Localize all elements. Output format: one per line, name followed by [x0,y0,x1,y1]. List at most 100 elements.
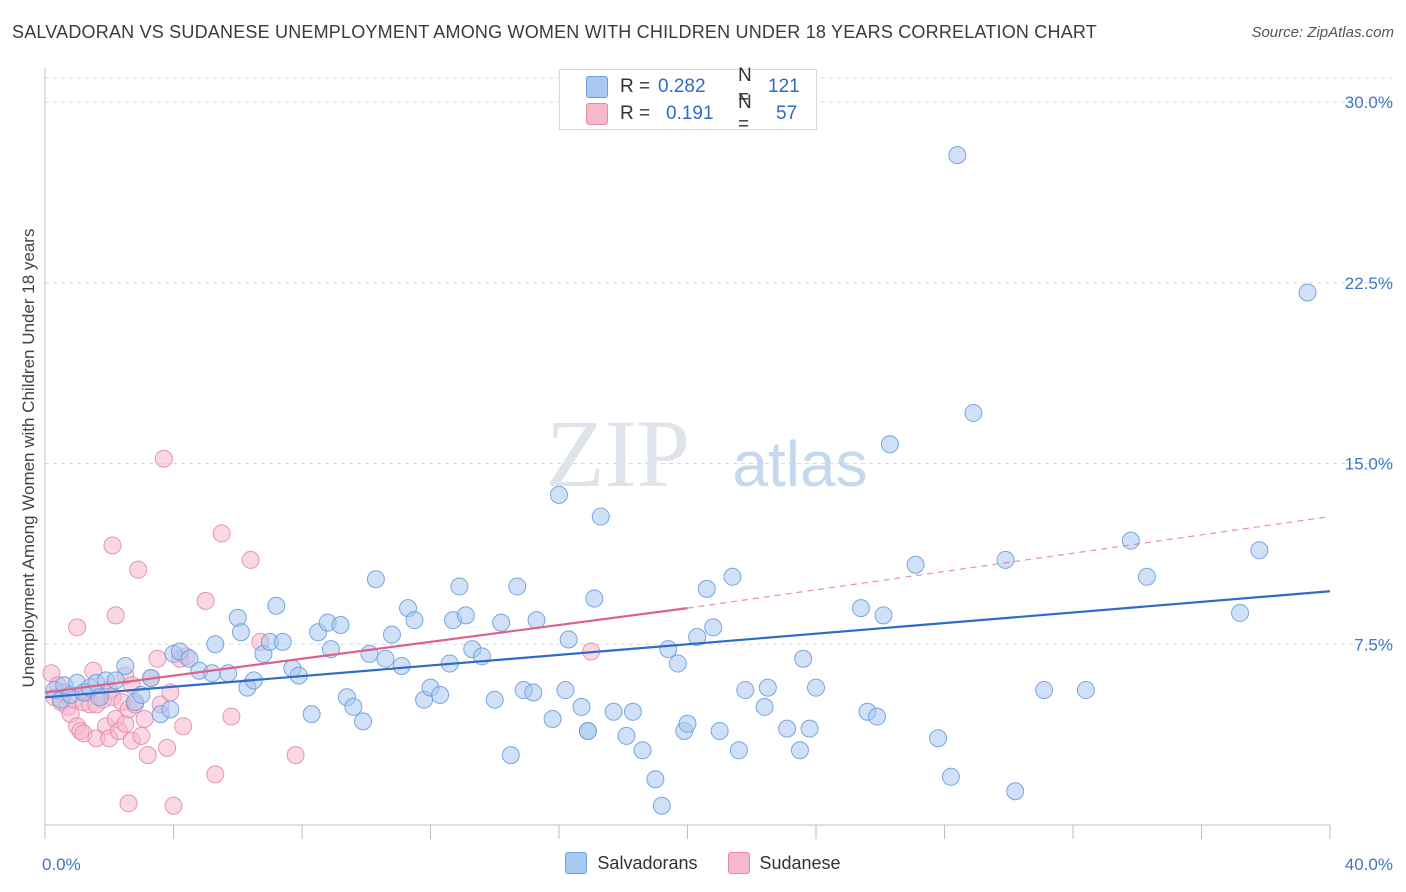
salvadoran-point [659,640,678,659]
y-tick-label: 22.5% [1345,274,1393,293]
salvadoran-point [807,678,825,697]
sudanese-point [212,524,231,543]
salvadoran-point [880,435,899,454]
salvadoran-point [116,656,135,675]
salvadoran-point [710,722,729,741]
salvadoran-point [755,697,774,716]
legend-n-label: N = [738,92,752,135]
salvadoran-point [758,678,777,697]
watermark-zip: ZIP [546,400,690,507]
salvadoran-point [617,726,636,745]
salvadoran-point [376,649,395,668]
salvadoran-point [906,555,925,574]
salvadoran-point [996,550,1015,569]
sudanese-point [196,591,215,610]
legend-r-label: R = [620,103,651,124]
salvadoran-point [591,507,610,526]
salvadoran-point [1298,283,1317,302]
salvadoran-point [688,628,707,647]
salvadoran-point [794,649,813,668]
sudanese-point [164,796,183,815]
legend-n-value: 121 [768,76,800,97]
source-label: Source: ZipAtlas.com [1251,24,1394,41]
salvadoran-point [267,596,286,615]
y-axis-label: Unemployment Among Women with Children U… [19,228,38,688]
y-axis-label-wrap: Unemployment Among Women with Children U… [14,188,44,728]
salvadoran-point [382,625,401,644]
correlation-legend: R = 0.282 N = 121 R = 0.191 N = 57 [559,65,817,135]
legend-r-value: 0.282 [658,76,706,97]
x-tick-label: 0.0% [42,855,81,874]
sudanese-point [222,707,241,726]
salvadoran-point [231,623,250,642]
sudanese-point [241,550,260,569]
legend-n-value: 57 [776,103,798,124]
legend-swatch-pink [727,852,750,874]
salvadoran-point [736,681,755,700]
salvadoran-point [492,613,511,632]
watermark-atlas: atlas [732,428,867,500]
salvadoran-point [778,719,797,738]
salvadoran-point [851,599,870,618]
salvadoran-point [556,681,575,700]
salvadoran-point [405,611,424,630]
sudanese-point [68,618,87,637]
salvadoran-point [550,485,568,504]
sudanese-point [103,536,122,555]
legend-r-label: R = [620,76,651,97]
salvadoran-point [623,702,642,721]
legend-row-sudanese: R = 0.191 N = 57 [586,92,798,135]
salvadoran-point [929,729,948,748]
salvadoran-point [106,671,125,690]
salvadoran-point [1076,681,1095,700]
legend-swatch-blue [565,852,588,874]
sudanese-point [174,717,193,736]
salvadoran-point [360,644,379,663]
salvadoran-point [874,606,893,625]
legend-item-sudanese[interactable]: Sudanese [727,852,841,874]
salvadoran-point [543,709,562,728]
salvadoran-point [392,656,411,675]
salvadoran-point [800,719,819,738]
salvadoran-point [678,714,697,733]
y-tick-label: 15.0% [1345,455,1393,474]
salvadoran-point [485,690,504,709]
sudanese-trendline [44,607,688,694]
legend-item-salvadorans[interactable]: Salvadorans [565,852,698,874]
salvadoran-point [697,579,716,598]
salvadoran-point [585,589,604,608]
salvadoran-point [572,697,591,716]
salvadoran-point [1006,782,1025,801]
salvadoran-point [524,683,543,702]
salvadoran-point [206,635,225,654]
legend-swatch-pink [586,103,608,125]
legend-r-value: 0.191 [666,103,714,124]
sudanese-point [206,765,225,784]
legend-label-sudanese: Sudanese [759,852,841,873]
salvadoran-point [964,403,983,422]
salvadoran-point [1231,603,1250,622]
salvadoran-point [729,741,748,760]
axes [44,68,1331,839]
salvadoran-point [354,712,373,731]
salvadoran-point [501,746,520,765]
salvadoran-point [1121,531,1140,550]
legend-row-salvadorans: R = 0.282 N = 121 [586,65,800,108]
salvadoran-point [790,741,809,760]
salvadoran-point [948,146,967,165]
salvadoran-point [578,722,597,741]
salvadoran-point [1250,541,1269,560]
legend-swatch-blue [586,76,608,98]
x-tick-label: 40.0% [1345,855,1393,874]
salvadoran-point [508,577,527,596]
sudanese-point [148,649,167,668]
salvadoran-point [652,796,671,815]
salvadoran-point [704,618,723,637]
salvadoran-point [456,606,475,625]
watermark: ZIP atlas [546,400,868,507]
sudanese-point [154,449,173,468]
chart-title: SALVADORAN VS SUDANESE UNEMPLOYMENT AMON… [12,22,1097,42]
salvadoran-point [161,700,180,719]
legend-label-salvadorans: Salvadorans [597,852,698,873]
